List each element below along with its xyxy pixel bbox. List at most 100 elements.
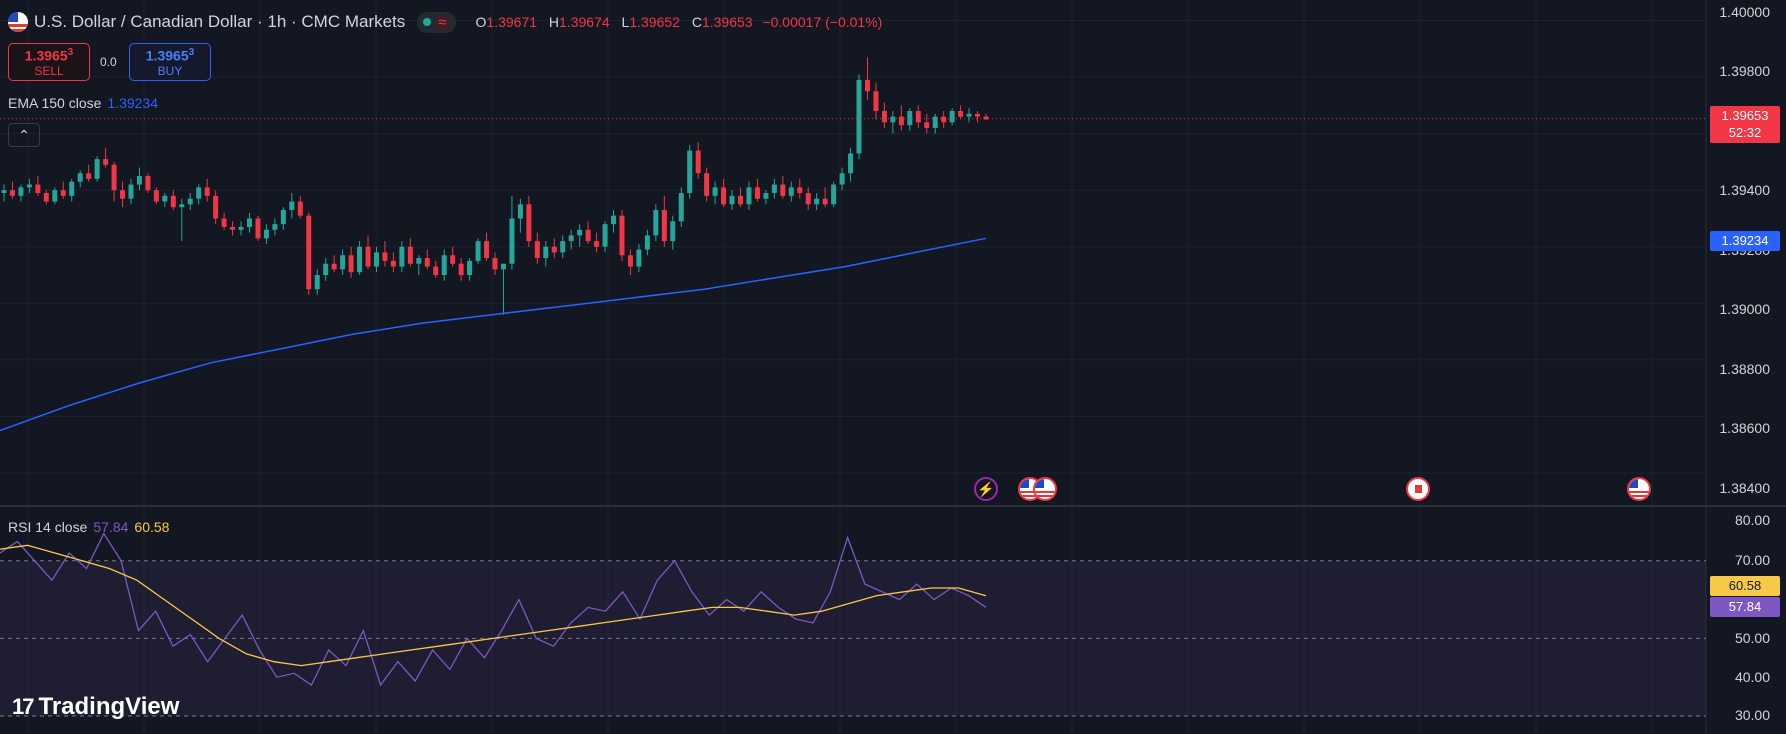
candle-body <box>221 218 227 227</box>
candle-body <box>94 159 100 179</box>
price-axis-label: 1.39800 <box>1719 63 1770 79</box>
candle-body <box>18 187 24 196</box>
candle-body <box>230 226 236 230</box>
candle-body <box>848 153 854 174</box>
price-axis-label: 1.38400 <box>1719 480 1770 496</box>
ema-legend[interactable]: EMA 150 close 1.39234 <box>8 95 158 111</box>
candle-body <box>407 246 413 264</box>
tradingview-logo[interactable]: 17 TradingView <box>12 693 180 720</box>
symbol-title[interactable]: U.S. Dollar / Canadian Dollar · 1h · CMC… <box>34 12 406 31</box>
candle-body <box>678 193 684 222</box>
candle-body <box>416 258 422 264</box>
candle-body <box>754 187 760 199</box>
candle-body <box>864 79 870 92</box>
candle-body <box>280 209 286 225</box>
candle-body <box>746 187 752 205</box>
candle-body <box>814 198 820 205</box>
ohlc-values: O1.39671 H1.39674 L1.39652 C1.39653 −0.0… <box>475 14 883 30</box>
candle-body <box>704 173 710 196</box>
candle-body <box>255 218 261 239</box>
candle-body <box>69 181 75 196</box>
candle-body <box>187 198 193 205</box>
candle-body <box>26 184 32 188</box>
candle-body <box>526 204 532 242</box>
candle-body <box>831 184 837 205</box>
candle-body <box>196 187 202 199</box>
rsi-legend[interactable]: RSI 14 close 57.84 60.58 <box>8 519 170 535</box>
candle-body <box>128 184 134 199</box>
candle-body <box>323 263 329 276</box>
candle-body <box>238 226 244 230</box>
candle-body <box>805 193 811 205</box>
price-axis-label: 1.38600 <box>1719 420 1770 436</box>
candle-body <box>780 184 786 196</box>
candle-body <box>145 176 151 191</box>
candle-body <box>373 252 379 267</box>
candle-body <box>924 122 930 128</box>
candle-body <box>661 209 667 242</box>
candle-body <box>263 229 269 239</box>
rsi-axis-label: 50.00 <box>1734 630 1770 646</box>
rsi-line <box>0 532 987 687</box>
candle-body <box>687 150 693 194</box>
candle-body <box>450 255 456 264</box>
candle-body <box>738 195 743 205</box>
candle-body <box>543 246 549 259</box>
us-event-flag-icon[interactable] <box>1627 477 1651 501</box>
candle-body <box>111 164 117 191</box>
candle-body <box>788 187 794 196</box>
candle-body <box>179 204 185 208</box>
candle-body <box>907 110 913 126</box>
rsi-axis-label: 80.00 <box>1734 512 1770 528</box>
candle-body <box>77 173 83 182</box>
candle-body <box>484 241 490 259</box>
candle-body <box>975 113 981 117</box>
event-lightning-icon[interactable]: ⚡ <box>974 477 998 501</box>
candle-body <box>932 116 938 128</box>
candle-body <box>365 246 371 267</box>
candle-body <box>357 246 363 273</box>
candle-body <box>890 116 896 123</box>
rsi-value-tag: 57.84 <box>1710 597 1780 617</box>
candle-body <box>958 110 964 117</box>
market-status-badge[interactable]: ≈ <box>417 11 456 33</box>
candle-body <box>873 91 879 111</box>
candle-body <box>86 173 92 179</box>
candle-body <box>721 187 727 205</box>
candle-body <box>9 190 15 196</box>
candle-body <box>475 241 481 261</box>
candle-body <box>577 229 583 236</box>
candle-body <box>314 275 320 290</box>
price-axis-label: 1.39000 <box>1719 301 1770 317</box>
candle-body <box>822 198 828 205</box>
candle-body <box>797 187 803 194</box>
candle-body <box>763 193 769 199</box>
candle-body <box>441 255 447 276</box>
candle-body <box>289 201 295 210</box>
candle-body <box>35 184 41 194</box>
candle-body <box>458 263 464 276</box>
candle-body <box>551 246 557 253</box>
candle-body <box>213 195 219 219</box>
candle-body <box>331 263 337 270</box>
candle-body <box>162 195 168 202</box>
sell-button[interactable]: 1.39653 SELL <box>8 43 90 81</box>
candle-body <box>712 187 718 196</box>
ca-event-flag-icon[interactable] <box>1406 477 1430 501</box>
candle-body <box>390 260 396 267</box>
us-event-flag-icon[interactable] <box>1033 477 1057 501</box>
collapse-legend-button[interactable]: ⌃ <box>8 123 40 147</box>
wave-icon: ≈ <box>435 13 450 31</box>
buy-button[interactable]: 1.39653 BUY <box>129 43 211 81</box>
candle-body <box>881 110 887 123</box>
rsi-axis-label: 30.00 <box>1734 707 1770 723</box>
candle-body <box>729 195 735 205</box>
candle-body <box>136 176 142 185</box>
candle-body <box>247 218 252 227</box>
candle-body <box>560 241 566 253</box>
candle-body <box>424 258 430 267</box>
rsi-axis-label: 70.00 <box>1734 552 1770 568</box>
rsi-ma-line <box>0 544 987 667</box>
rsi-ma-tag: 60.58 <box>1710 576 1780 596</box>
